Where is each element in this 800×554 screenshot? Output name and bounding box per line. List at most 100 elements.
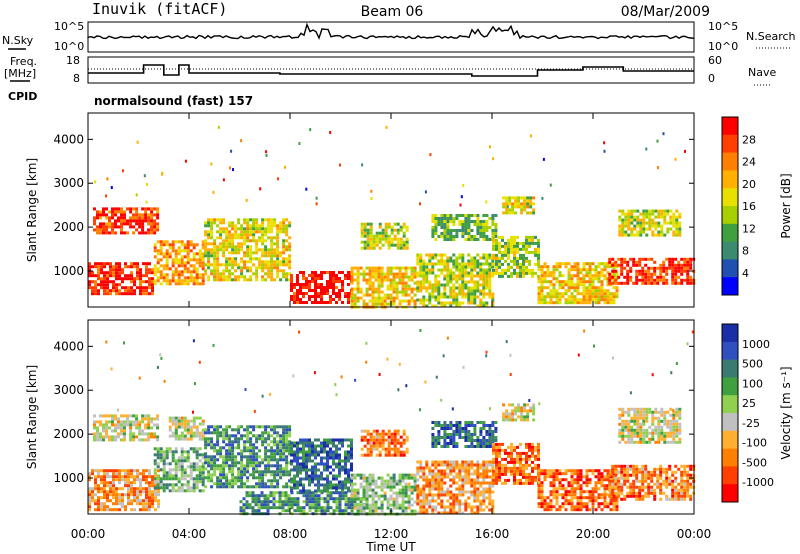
range-cell xyxy=(162,450,166,454)
range-cell xyxy=(360,447,364,451)
range-cell xyxy=(288,443,292,447)
range-cell xyxy=(142,280,145,284)
range-cell xyxy=(377,296,381,300)
range-cell xyxy=(393,228,397,232)
range-cell xyxy=(231,446,235,450)
range-cell xyxy=(251,500,255,504)
range-cell xyxy=(350,296,354,300)
range-cell xyxy=(377,494,381,498)
range-cell xyxy=(299,441,302,445)
range-cell xyxy=(320,491,324,495)
range-cell xyxy=(519,253,522,257)
range-cell xyxy=(103,280,106,284)
range-cell xyxy=(434,283,438,287)
range-cell xyxy=(290,277,293,280)
range-cell xyxy=(576,262,580,266)
range-cell xyxy=(371,476,375,480)
range-cell xyxy=(237,242,241,246)
range-cell xyxy=(326,456,329,460)
range-cell xyxy=(326,489,329,493)
range-cell xyxy=(419,502,423,506)
range-cell xyxy=(461,481,465,485)
range-cell xyxy=(452,217,456,220)
range-cell xyxy=(254,500,258,504)
range-cell xyxy=(455,502,459,506)
range-cell xyxy=(145,289,148,293)
range-cell xyxy=(216,218,220,222)
range-cell xyxy=(446,466,450,470)
range-cell xyxy=(588,280,592,284)
range-cell xyxy=(443,292,447,296)
range-cell xyxy=(305,494,309,498)
range-cell xyxy=(148,490,151,494)
range-cell xyxy=(305,280,308,283)
range-cell xyxy=(482,280,486,284)
range-cell xyxy=(252,272,256,276)
range-cell xyxy=(446,268,450,272)
range-cell xyxy=(359,473,363,477)
range-cell xyxy=(591,274,595,278)
range-cell xyxy=(317,274,320,277)
range-cell xyxy=(308,468,311,472)
range-cell xyxy=(338,491,342,495)
range-cell xyxy=(393,453,397,457)
range-cell xyxy=(377,284,381,288)
range-cell xyxy=(276,434,280,438)
range-cell xyxy=(597,289,601,293)
range-cell xyxy=(121,277,124,281)
range-cell xyxy=(395,479,399,483)
range-cell xyxy=(329,450,332,454)
range-cell xyxy=(326,506,330,510)
range-cell xyxy=(317,295,320,298)
range-cell xyxy=(455,499,459,503)
range-cell xyxy=(428,505,432,509)
range-cell xyxy=(464,265,468,269)
range-cell xyxy=(482,286,486,290)
range-cell xyxy=(390,231,394,235)
range-cell xyxy=(177,456,181,460)
range-cell xyxy=(103,472,106,476)
range-cell xyxy=(105,222,108,226)
range-cell xyxy=(422,265,426,269)
range-cell xyxy=(228,425,232,429)
range-cell xyxy=(498,271,501,275)
range-cell xyxy=(630,212,634,216)
range-cell xyxy=(582,268,586,272)
range-cell xyxy=(207,443,211,447)
range-cell xyxy=(156,480,160,484)
range-cell xyxy=(564,280,568,284)
range-cell xyxy=(320,271,323,274)
range-cell xyxy=(522,268,525,272)
range-cell xyxy=(258,266,262,270)
range-cell xyxy=(237,428,241,432)
range-cell xyxy=(600,274,604,278)
range-cell xyxy=(145,481,148,485)
range-cell xyxy=(387,246,391,250)
range-cell xyxy=(264,425,268,429)
range-cell xyxy=(285,482,289,486)
range-cell xyxy=(106,271,109,275)
range-cell xyxy=(234,230,238,234)
range-cell xyxy=(154,496,157,500)
range-cell xyxy=(183,474,187,478)
range-cell xyxy=(446,235,450,238)
range-cell xyxy=(276,431,280,435)
range-cell xyxy=(443,223,447,226)
range-cell xyxy=(662,132,665,136)
range-cell xyxy=(106,490,109,494)
range-cell xyxy=(123,432,126,436)
range-cell xyxy=(375,231,379,235)
range-cell xyxy=(132,216,136,220)
range-cell xyxy=(296,280,299,283)
range-cell xyxy=(359,290,363,294)
range-cell xyxy=(401,509,405,513)
range-cell xyxy=(385,125,388,129)
range-cell xyxy=(165,273,169,277)
range-cell xyxy=(237,278,241,282)
range-cell xyxy=(522,256,525,260)
range-cell xyxy=(210,440,214,444)
range-cell xyxy=(219,245,223,249)
range-cell xyxy=(353,497,357,501)
range-cell xyxy=(159,447,163,451)
range-cell xyxy=(139,472,142,476)
